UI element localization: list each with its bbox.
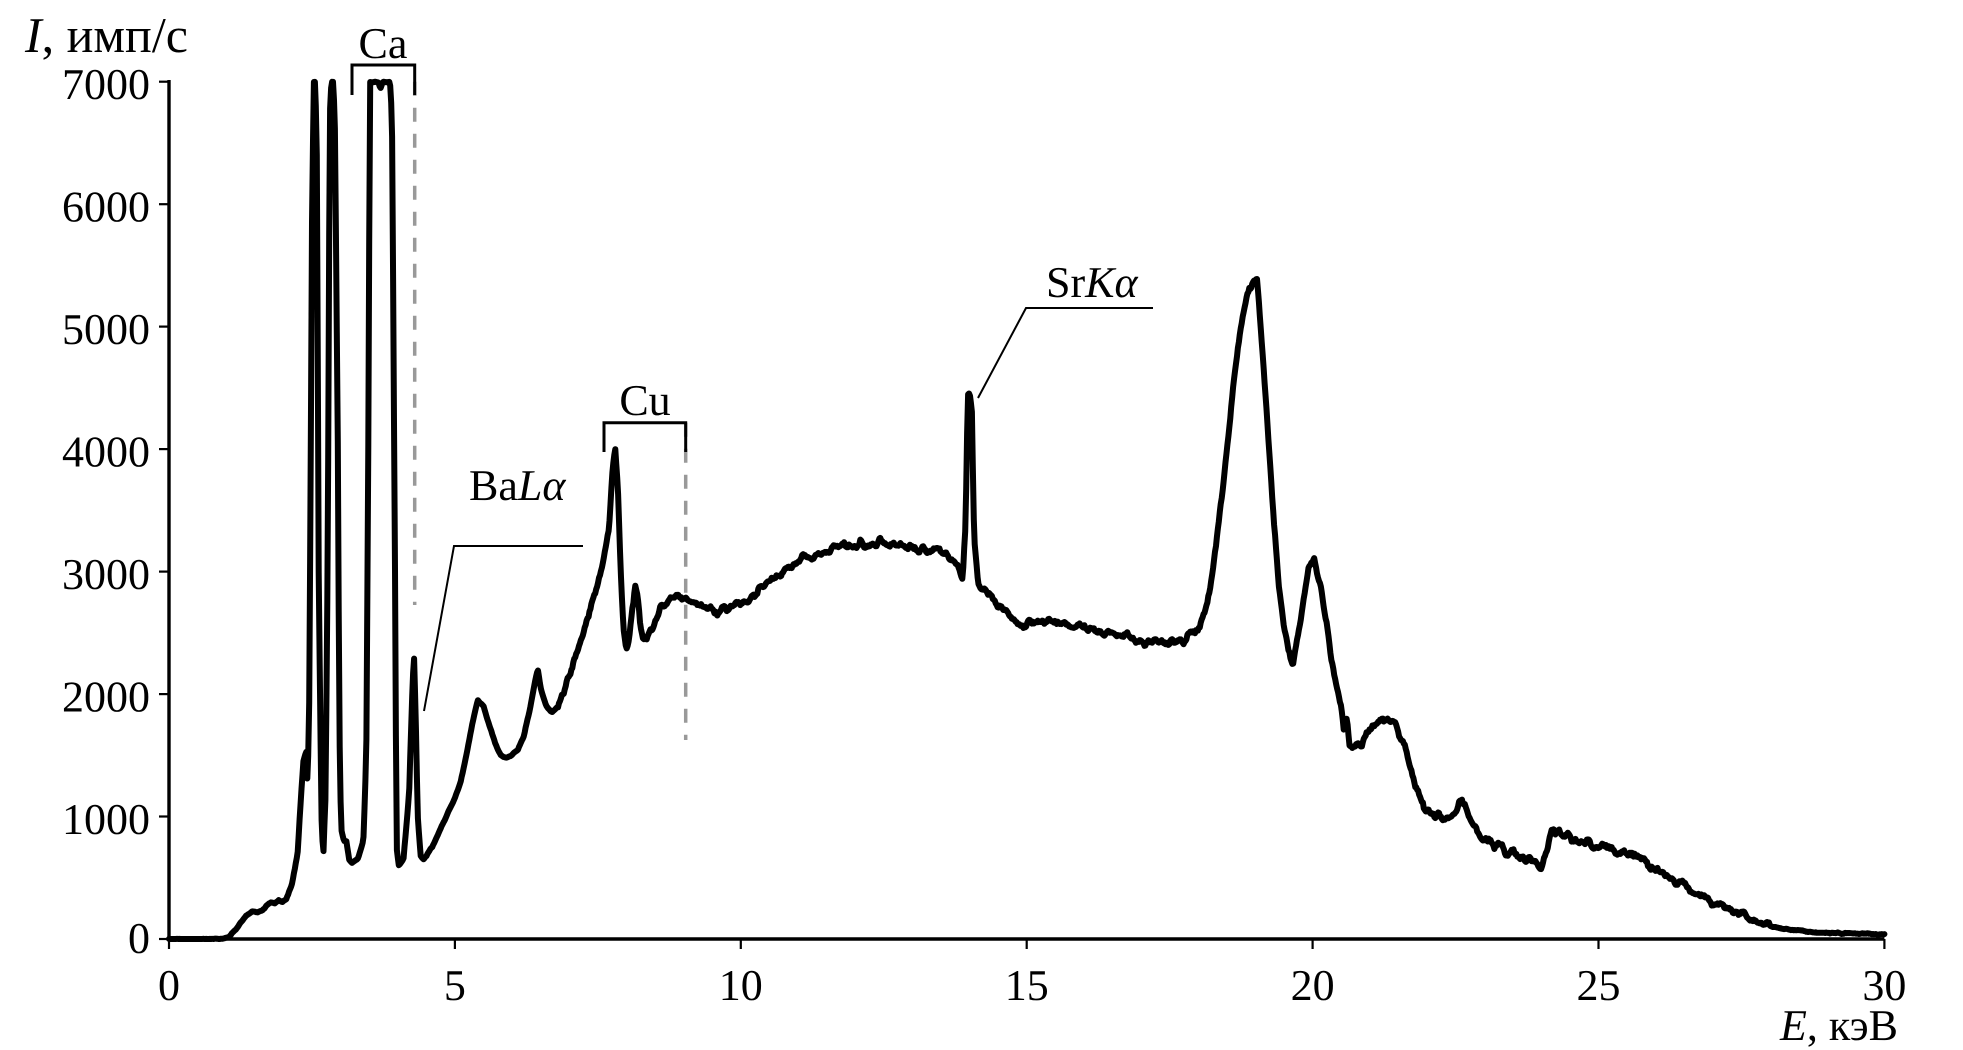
svg-text:BaLα: BaLα [469,461,566,510]
svg-text:7000: 7000 [62,60,150,109]
svg-text:6000: 6000 [62,183,150,232]
svg-text:0: 0 [128,914,150,963]
svg-text:1000: 1000 [62,795,150,844]
svg-text:4000: 4000 [62,428,150,477]
svg-text:5: 5 [444,961,466,1010]
svg-text:2000: 2000 [62,673,150,722]
svg-text:15: 15 [1005,961,1049,1010]
svg-text:Ca: Ca [359,19,408,68]
svg-text:SrKα: SrKα [1046,258,1138,307]
svg-text:10: 10 [719,961,763,1010]
svg-text:25: 25 [1577,961,1621,1010]
svg-text:Cu: Cu [619,376,670,425]
svg-text:E, кэВ: E, кэВ [1779,1001,1898,1050]
svg-text:3000: 3000 [62,550,150,599]
svg-text:0: 0 [158,961,180,1010]
svg-text:20: 20 [1291,961,1335,1010]
svg-text:5000: 5000 [62,305,150,354]
svg-text:I, имп/с: I, имп/с [24,7,188,63]
